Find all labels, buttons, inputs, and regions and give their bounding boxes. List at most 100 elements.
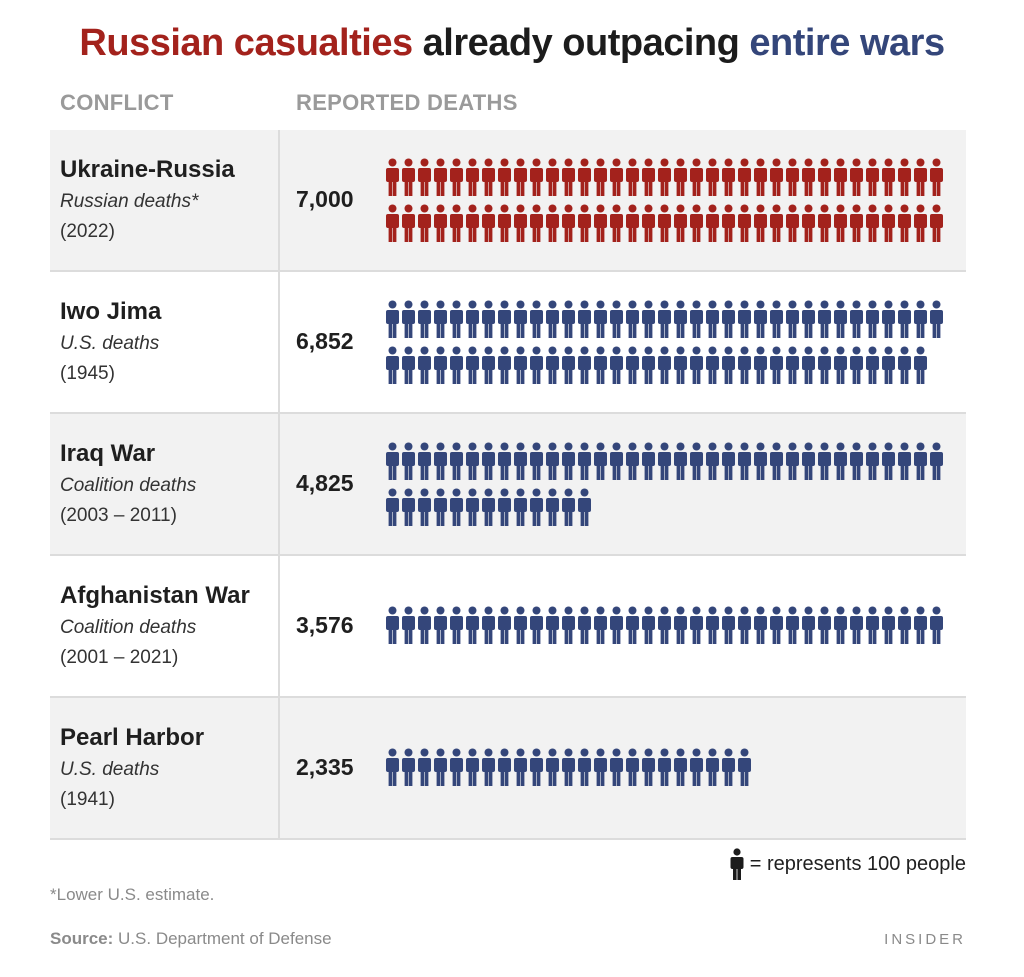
person-icon [610, 442, 623, 480]
person-icon [642, 748, 655, 786]
person-icon [802, 158, 815, 196]
person-icon [610, 158, 623, 196]
person-icon [834, 442, 847, 480]
person-icon [402, 300, 415, 338]
person-icon [578, 748, 591, 786]
person-icon [578, 606, 591, 644]
person-icon [562, 606, 575, 644]
person-icon [658, 606, 671, 644]
person-icon [546, 158, 559, 196]
person-icon [386, 300, 399, 338]
person-icon [674, 204, 687, 242]
person-icon [450, 300, 463, 338]
person-icon [402, 204, 415, 242]
conflict-years: (2001 – 2021) [60, 647, 179, 668]
person-icon [530, 300, 543, 338]
person-icon [434, 748, 447, 786]
person-icon [466, 442, 479, 480]
person-icon [786, 442, 799, 480]
person-icon [722, 300, 735, 338]
person-icon [610, 204, 623, 242]
conflict-years: (2003 – 2011) [60, 505, 177, 526]
title-part-dark: already outpacing [422, 22, 740, 64]
person-icon [850, 346, 863, 384]
person-icon [546, 300, 559, 338]
pictogram-icons [386, 300, 943, 384]
person-icon [402, 488, 415, 526]
death-count: 4,825 [296, 470, 354, 496]
person-icon [674, 300, 687, 338]
person-icon [754, 442, 767, 480]
person-icon [642, 442, 655, 480]
person-icon [626, 300, 639, 338]
death-count: 2,335 [296, 754, 354, 780]
person-icon [450, 346, 463, 384]
person-icon [514, 300, 527, 338]
person-icon [770, 300, 783, 338]
person-icon [530, 442, 543, 480]
person-icon [450, 488, 463, 526]
person-icon [850, 606, 863, 644]
person-icon [434, 606, 447, 644]
person-icon [482, 158, 495, 196]
person-icon [770, 442, 783, 480]
person-icon [418, 204, 431, 242]
conflict-name: Afghanistan War [60, 582, 250, 609]
person-icon [882, 346, 895, 384]
person-icon [546, 442, 559, 480]
person-icon [594, 346, 607, 384]
person-icon [914, 606, 927, 644]
person-icon [690, 748, 703, 786]
person-icon [690, 300, 703, 338]
person-icon [834, 158, 847, 196]
person-icon [818, 158, 831, 196]
person-icon [722, 748, 735, 786]
conflict-row: Pearl Harbor U.S. deaths (1941) 2,335 [50, 698, 966, 840]
conflict-years: (1941) [60, 789, 115, 810]
person-icon [466, 488, 479, 526]
person-icon [514, 346, 527, 384]
person-icon [594, 606, 607, 644]
person-icon [770, 346, 783, 384]
person-icon [418, 442, 431, 480]
person-icon [850, 300, 863, 338]
person-icon [706, 300, 719, 338]
person-icon [482, 300, 495, 338]
column-divider [278, 130, 280, 270]
person-icon [642, 158, 655, 196]
person-icon [626, 748, 639, 786]
pictogram-icons [386, 442, 943, 526]
legend-label: = represents 100 people [749, 852, 966, 875]
source-text: U.S. Department of Defense [118, 929, 332, 948]
person-icon [578, 300, 591, 338]
person-icon [706, 606, 719, 644]
person-icon [786, 204, 799, 242]
person-icon [866, 442, 879, 480]
person-icon [642, 300, 655, 338]
person-icon [754, 204, 767, 242]
person-icon [706, 204, 719, 242]
person-icon [914, 300, 927, 338]
person-icon [802, 346, 815, 384]
person-icon [930, 300, 943, 338]
person-icon [626, 442, 639, 480]
person-icon [866, 204, 879, 242]
person-icon [738, 300, 751, 338]
person-icon [914, 204, 927, 242]
person-icon [562, 204, 575, 242]
person-icon [418, 346, 431, 384]
person-icon [514, 158, 527, 196]
person-icon [626, 158, 639, 196]
person-icon [786, 158, 799, 196]
conflict-subtitle: U.S. deaths [60, 759, 160, 780]
person-icon [658, 158, 671, 196]
person-icon [466, 158, 479, 196]
person-icon [498, 204, 511, 242]
person-icon [914, 158, 927, 196]
person-icon [386, 204, 399, 242]
person-icon [514, 748, 527, 786]
conflict-row: Afghanistan War Coalition deaths (2001 – 2… [50, 556, 966, 698]
person-icon [690, 442, 703, 480]
header-reported-deaths: REPORTED DEATHS [296, 90, 518, 115]
person-icon [546, 346, 559, 384]
